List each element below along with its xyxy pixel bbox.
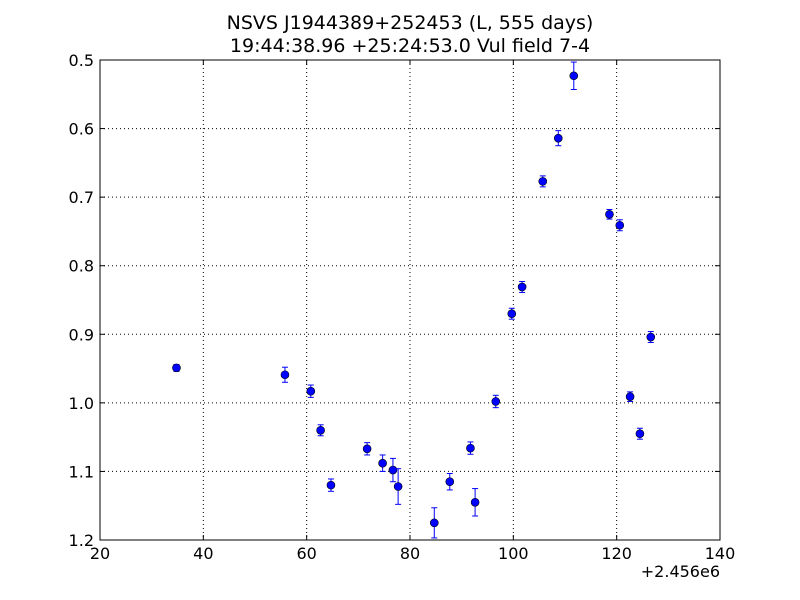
y-tick-label: 0.7	[69, 188, 94, 207]
x-tick-label: 100	[498, 544, 529, 563]
data-point	[625, 391, 635, 402]
x-tick-label: 60	[296, 544, 316, 563]
x-offset-label: +2.456e6	[641, 562, 720, 581]
data-point	[326, 478, 336, 492]
point-marker	[517, 282, 527, 292]
chart-title: NSVS J1944389+252453 (L, 555 days)	[226, 12, 594, 34]
point-marker	[316, 425, 325, 435]
point-marker	[445, 477, 455, 487]
data-point	[615, 219, 625, 232]
point-marker	[362, 444, 372, 454]
point-marker	[280, 370, 290, 380]
data-point	[646, 331, 656, 344]
x-tick-label: 120	[601, 544, 632, 563]
x-tick-label: 40	[193, 544, 213, 563]
point-marker	[625, 392, 635, 401]
x-tick-label: 20	[90, 544, 110, 563]
point-marker	[553, 133, 563, 143]
plot-frame	[99, 59, 721, 541]
point-marker	[388, 465, 398, 475]
y-tick-label: 0.8	[69, 257, 94, 276]
data-point	[569, 61, 579, 90]
data-point	[388, 457, 398, 483]
y-tick-label: 0.9	[69, 325, 94, 344]
point-marker	[507, 309, 517, 319]
data-point	[491, 394, 501, 409]
x-tick-label: 80	[400, 544, 420, 563]
point-marker	[569, 71, 579, 81]
data-point	[316, 424, 325, 437]
data-point	[507, 307, 517, 320]
data-point	[517, 280, 527, 293]
point-marker	[635, 429, 645, 439]
point-marker	[393, 482, 403, 491]
data-point	[378, 454, 387, 472]
data-point	[445, 472, 455, 491]
data-point	[362, 442, 372, 456]
point-marker	[615, 220, 625, 230]
y-tick-label: 1.1	[69, 462, 94, 481]
point-marker	[378, 458, 387, 468]
tick-labels: 20 40 60 80 100 120 140 0.5 0.6 0.7 0.8 0.9 1.0 1.1 1.…	[69, 51, 736, 563]
point-marker	[470, 497, 480, 507]
data-point	[466, 441, 475, 455]
data-point	[172, 363, 181, 373]
data-point	[470, 488, 480, 517]
data-point	[538, 175, 548, 188]
chart-subtitle: 19:44:38.96 +25:24:53.0 Vul field 7-4	[229, 35, 591, 57]
data-point	[280, 366, 290, 383]
y-tick-label: 0.5	[69, 51, 94, 70]
data-point	[393, 468, 403, 505]
data-point	[605, 208, 614, 220]
point-marker	[538, 177, 548, 186]
x-tick-label: 140	[705, 544, 736, 563]
y-tick-label: 1.0	[69, 394, 94, 413]
y-tick-label: 1.2	[69, 531, 94, 550]
point-marker	[605, 209, 614, 219]
point-marker	[466, 443, 475, 453]
point-marker	[429, 518, 439, 528]
point-marker	[491, 397, 501, 406]
data-points	[172, 61, 656, 539]
point-marker	[306, 386, 316, 396]
data-point	[553, 130, 563, 147]
data-point	[635, 427, 645, 440]
data-point	[429, 507, 439, 539]
grid-lines	[100, 60, 720, 540]
point-marker	[326, 480, 336, 490]
point-marker	[172, 363, 181, 373]
y-tick-label: 0.6	[69, 120, 94, 139]
data-point	[306, 384, 316, 398]
point-marker	[646, 332, 656, 342]
